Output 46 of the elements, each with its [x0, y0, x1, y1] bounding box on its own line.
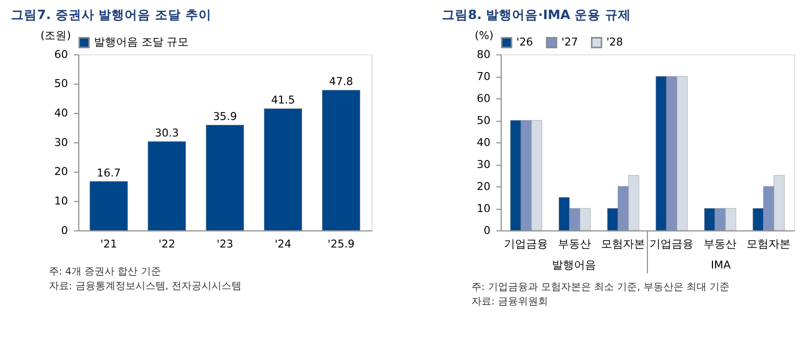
legend-label: '26 [516, 36, 534, 49]
text: IMA [710, 258, 732, 272]
y-tick-label: 0 [484, 224, 491, 237]
chart-title: 그림8. 발행어음·IMA 운용 규제 [442, 7, 632, 22]
y-tick-label: 10 [54, 194, 68, 208]
data-label: 47.8 [329, 75, 354, 88]
y-tick-label: 10 [476, 202, 491, 215]
legend-label: 발행어음 조달 규모 [94, 36, 189, 49]
x-tick-label: 기업금융 [650, 237, 694, 250]
legend-label: '28 [606, 36, 624, 49]
y-tick-label: 70 [476, 70, 491, 83]
x-tick-label: '21 [100, 237, 118, 250]
chart-title: 그림7. 증권사 발행어음 조달 추이 [11, 7, 212, 22]
y-tick-label: 50 [476, 114, 491, 127]
text: 자료: 금융위원회 [471, 296, 548, 308]
y-tick-label: 30 [54, 136, 68, 149]
data-label: 16.7 [96, 166, 121, 180]
y-tick-label: 40 [54, 106, 68, 120]
data-label: 41.5 [271, 94, 296, 107]
y-tick-label: 20 [54, 165, 68, 178]
text: 발행어음 [552, 258, 596, 272]
legend-label: '27 [561, 36, 578, 49]
x-tick-label: 모험자본 [601, 237, 646, 250]
text: 주: 기업금융과 모험자본은 최소 기준, 부동산은 최대 기준 [471, 282, 730, 294]
y-tick-label: 60 [476, 92, 491, 105]
y-tick-label: 20 [476, 180, 491, 193]
text: 자료: 금융통계정보시스템, 전자공시시스템 [48, 281, 242, 292]
x-tick-label: 부동산 [558, 237, 592, 250]
x-tick-label: '25.9 [328, 237, 355, 250]
y-axis-title: (%) [474, 29, 494, 42]
y-tick-label: 0 [61, 224, 68, 237]
x-tick-label: 부동산 [704, 237, 737, 250]
x-tick-label: 기업금융 [504, 237, 548, 250]
data-label: 30.3 [154, 126, 179, 140]
y-axis-title: (조원) [40, 29, 71, 42]
x-tick-label: '22 [158, 237, 176, 250]
x-tick-label: '23 [216, 237, 234, 250]
y-tick-label: 40 [476, 136, 491, 149]
y-tick-label: 50 [54, 77, 68, 90]
y-tick-label: 60 [54, 48, 68, 61]
y-tick-label: 30 [476, 158, 491, 171]
data-label: 35.9 [212, 110, 238, 124]
y-tick-label: 80 [476, 48, 491, 61]
x-tick-label: 모험자본 [746, 237, 791, 250]
x-tick-label: '24 [274, 237, 292, 250]
text: 주: 4개 증권사 합산 기준 [48, 266, 161, 278]
